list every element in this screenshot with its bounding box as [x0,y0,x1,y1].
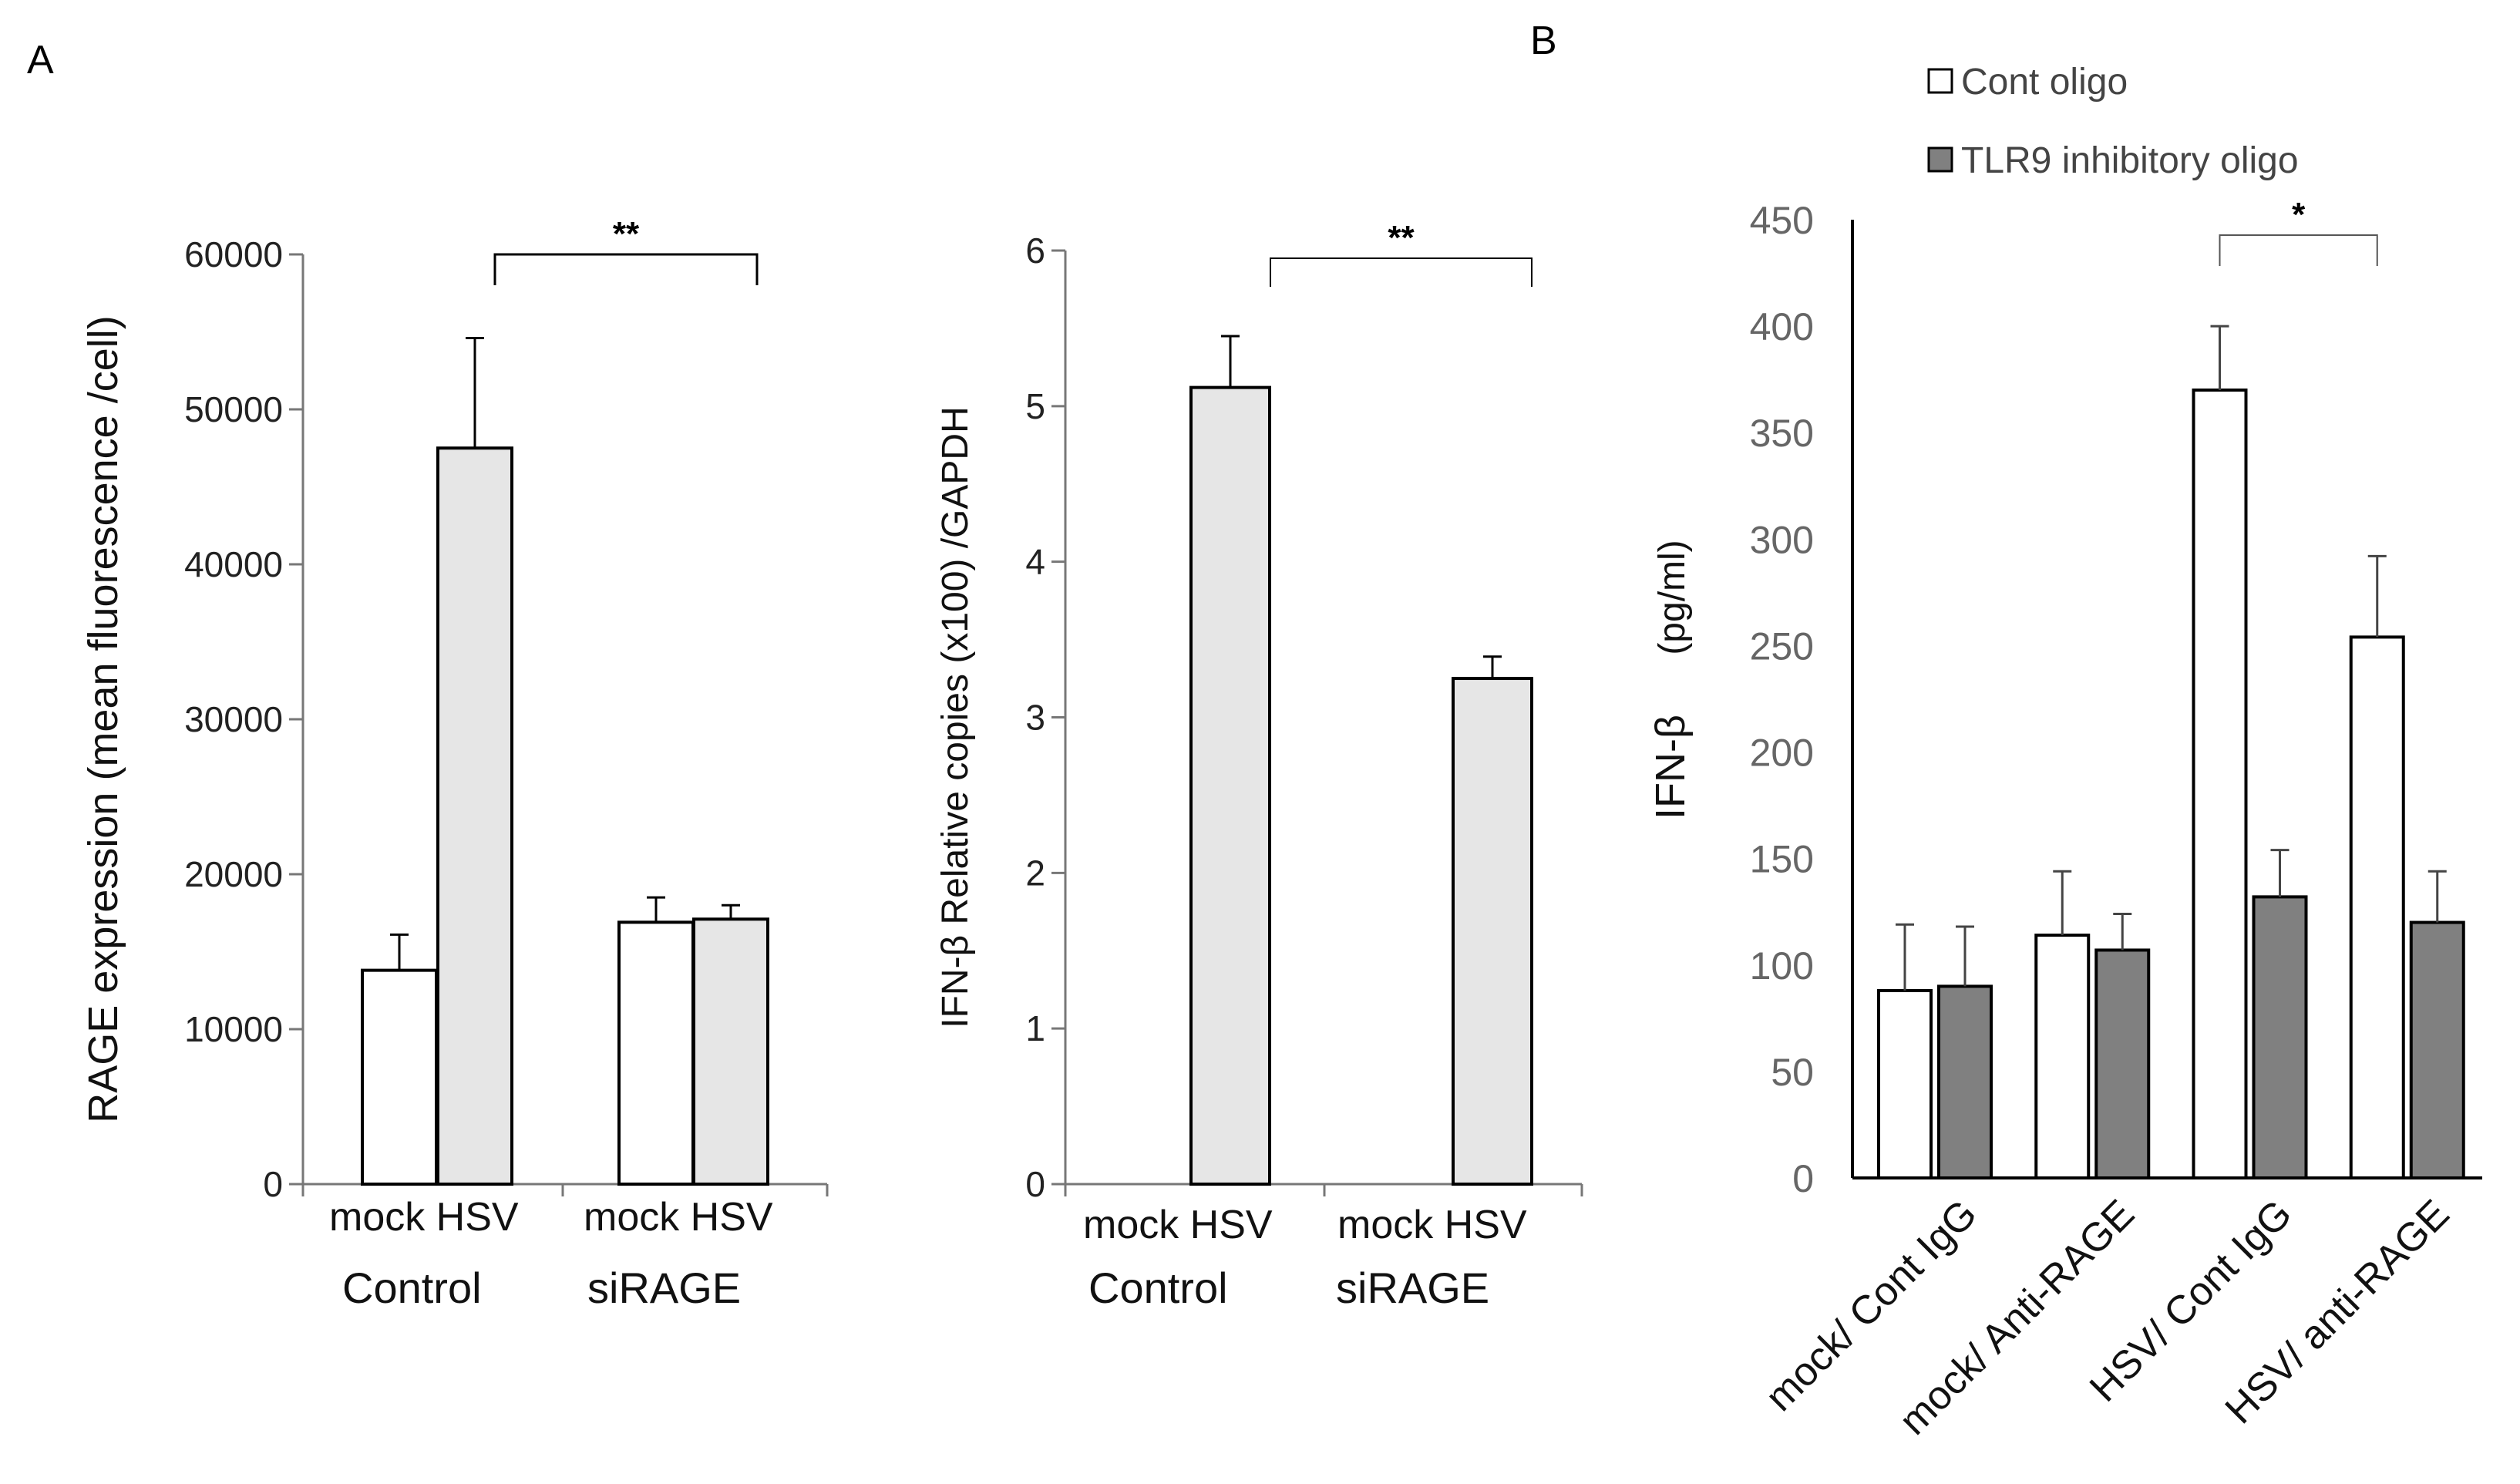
significance-bracket [2219,234,2378,266]
significance-label: ** [1388,219,1415,257]
x-bar-label: mock HSV [1083,1203,1273,1247]
x-group-label: siRAGE [1336,1264,1489,1312]
y-tick-label: 4 [1025,542,1045,582]
significance-label: ** [613,215,640,253]
y-tick-label: 30000 [184,699,283,739]
bar-tlr9-oligo [2094,948,2151,1180]
bar-sirage-hsv [1452,677,1533,1186]
y-tick-label: 20000 [184,854,283,894]
y-tick-label: 350 [1750,412,1814,455]
y-tick-label: 60000 [184,234,283,274]
y-tick-label: 40000 [184,544,283,584]
y-tick-label: 50000 [184,389,283,429]
significance-bracket [493,253,759,285]
bar-tlr9-oligo [2252,895,2308,1180]
panel-b-letter: B [1530,19,1557,63]
legend-label-cont-oligo: Cont oligo [1961,62,2128,103]
bar-tlr9-oligo [1937,984,1993,1180]
bar-control-hsv [1189,385,1271,1186]
y-tick-label: 3 [1025,698,1045,738]
x-group-label: Control [342,1264,482,1312]
legend-swatch-cont-oligo [1927,68,1953,94]
y-tick-label: 450 [1750,199,1814,242]
y-tick-label: 50 [1771,1051,1814,1094]
bar-cont-oligo [2192,388,2248,1179]
y-tick-label: 0 [1792,1157,1814,1200]
y-tick-label: 2 [1025,853,1045,893]
x-group-label: Control [1088,1264,1228,1312]
y-tick-label: 0 [1025,1164,1045,1204]
y-tick-label: 5 [1025,386,1045,426]
chart-a-ifn-relative-copies: 0 1 2 3 4 5 6 ** mock HSV mock HSV Control siRAGE IF… [935,219,1583,1312]
y-tick-label: 150 [1750,838,1814,881]
y-tick-label: 250 [1750,624,1814,668]
bar-cont-oligo [2349,635,2405,1179]
bar-sirage-hsv [692,917,769,1186]
y-tick-label: 100 [1750,944,1814,988]
y-tick-label: 200 [1750,732,1814,775]
legend-swatch-tlr9-oligo [1927,146,1953,173]
bar-cont-oligo [2034,934,2091,1180]
y-axis-title-main: IFN-β [1647,715,1694,819]
x-bar-label: mock HSV [584,1195,773,1240]
legend-label-tlr9-oligo: TLR9 inhibitory oligo [1961,140,2299,181]
x-group-label: siRAGE [587,1264,741,1312]
x-bar-label: mock HSV [1337,1203,1527,1247]
bar-control-hsv [436,446,513,1186]
y-tick-label: 6 [1025,231,1045,271]
y-tick-label: 10000 [184,1009,283,1049]
panel-a-letter: A [27,38,54,82]
y-tick-label: 0 [263,1164,283,1204]
bar-tlr9-oligo [2409,920,2465,1179]
y-tick-label: 300 [1750,518,1814,561]
y-axis-title: IFN-β Relative copies (x100) /GAPDH [935,406,976,1028]
y-axis-title-unit: (pg/ml) [1652,540,1693,655]
bar-control-mock [361,968,438,1186]
y-tick-label: 1 [1025,1008,1045,1048]
x-bar-label: mock HSV [329,1195,519,1240]
significance-bracket [1270,257,1533,287]
y-tick-label: 400 [1750,305,1814,348]
bar-cont-oligo [1877,988,1933,1179]
chart-a-rage-expression: 0 10000 20000 30000 40000 50000 60000 ** mock HS… [80,215,829,1312]
y-axis-title: RAGE expression (mean fluorescence /cell… [80,315,126,1122]
bar-sirage-mock [617,920,695,1186]
significance-label: * [2292,196,2306,234]
